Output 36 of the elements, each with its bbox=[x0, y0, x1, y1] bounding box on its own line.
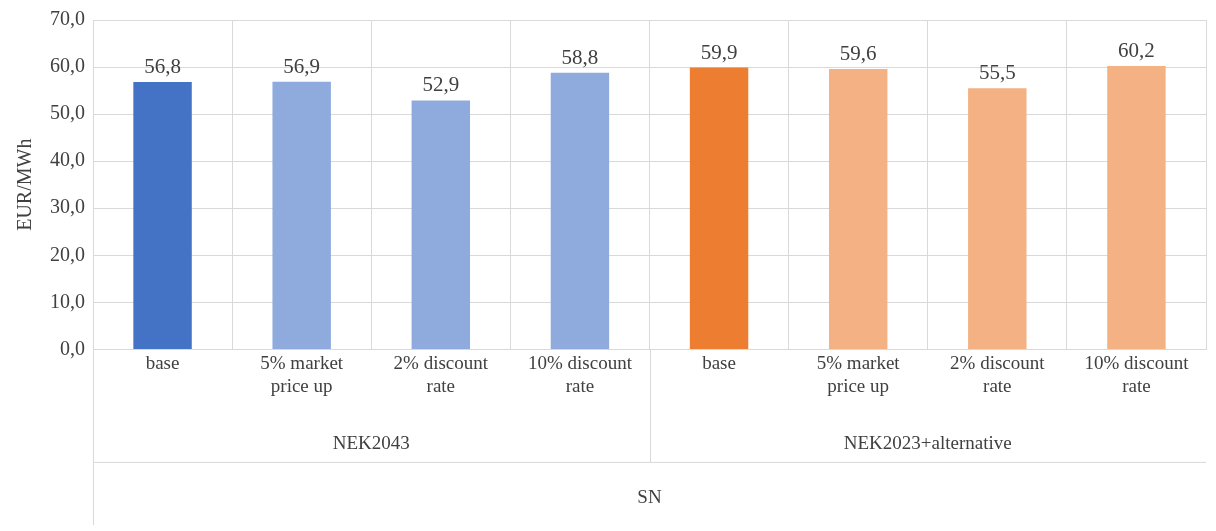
y-axis-title: EUR/MWh bbox=[13, 138, 36, 231]
x-tick-label: base bbox=[702, 351, 736, 373]
bar bbox=[272, 81, 331, 349]
bar bbox=[1107, 66, 1166, 349]
data-label: 60,2 bbox=[1118, 38, 1155, 63]
x-tick-label: 5% market price up bbox=[816, 351, 901, 396]
data-label: 58,8 bbox=[561, 44, 599, 69]
x-tick-label: 2% discount rate bbox=[393, 351, 489, 396]
data-label: 56,8 bbox=[144, 54, 181, 79]
bar bbox=[968, 88, 1027, 349]
text: NEK2043 bbox=[332, 432, 410, 454]
y-tick-label: 40,0 bbox=[50, 148, 85, 171]
y-tick-label: 60,0 bbox=[50, 54, 85, 77]
data-label: 52,9 bbox=[422, 72, 460, 97]
bar bbox=[411, 100, 471, 349]
data-label: 55,5 bbox=[978, 60, 1016, 85]
y-tick-label: 20,0 bbox=[50, 242, 85, 265]
y-tick-label: 50,0 bbox=[50, 101, 85, 124]
y-tick-label: 0,0 bbox=[60, 336, 85, 359]
data-label: 56,9 bbox=[283, 53, 321, 78]
text: SN bbox=[637, 485, 662, 507]
data-label: 59,9 bbox=[700, 39, 738, 64]
bar bbox=[550, 72, 610, 349]
data-label: 59,6 bbox=[839, 40, 877, 65]
y-tick-label: 70,0 bbox=[50, 7, 85, 30]
bar bbox=[133, 82, 192, 349]
x-tick-label: base bbox=[145, 351, 180, 373]
x-tick-label: 10% discount rate bbox=[1084, 351, 1190, 396]
x-tick-label: 2% discount rate bbox=[950, 351, 1046, 396]
text: NEK2023+alternative bbox=[843, 432, 1012, 454]
bar bbox=[689, 67, 749, 349]
y-tick-label: 30,0 bbox=[50, 195, 85, 218]
x-tick-label: 10% discount rate bbox=[527, 351, 633, 396]
x-tick-label: 5% market price up bbox=[260, 351, 344, 396]
bar bbox=[828, 68, 888, 349]
y-tick-label: 10,0 bbox=[50, 289, 85, 312]
